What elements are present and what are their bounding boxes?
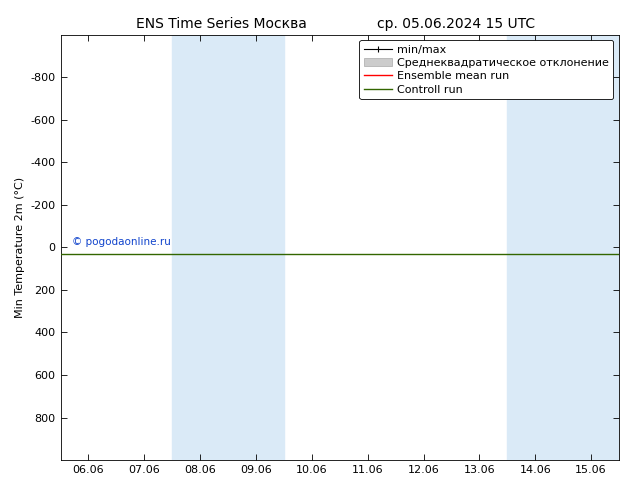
Y-axis label: Min Temperature 2m (°C): Min Temperature 2m (°C) xyxy=(15,177,25,318)
Text: © pogodaonline.ru: © pogodaonline.ru xyxy=(72,237,171,247)
Bar xyxy=(507,35,619,460)
Text: ср. 05.06.2024 15 UTC: ср. 05.06.2024 15 UTC xyxy=(377,17,536,31)
Bar xyxy=(172,35,284,460)
Legend: min/max, Среднеквадратическое отклонение, Ensemble mean run, Controll run: min/max, Среднеквадратическое отклонение… xyxy=(359,40,614,99)
Text: ENS Time Series Москва: ENS Time Series Москва xyxy=(136,17,307,31)
